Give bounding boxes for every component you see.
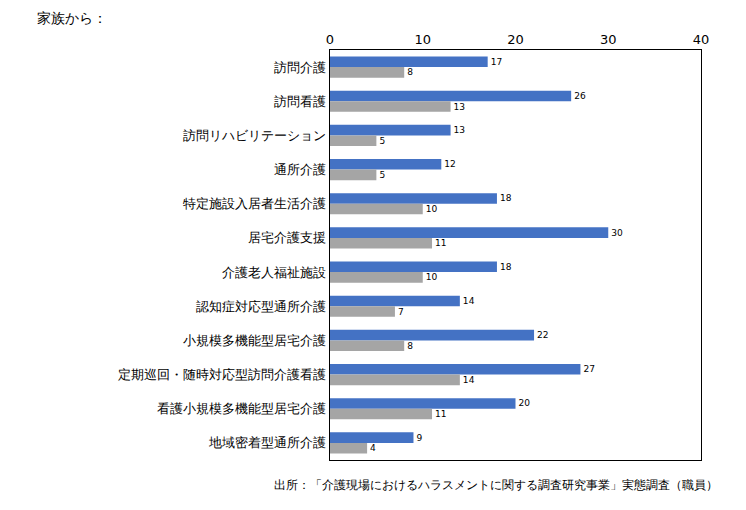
- svg-text:18: 18: [500, 262, 512, 272]
- svg-text:7: 7: [398, 307, 404, 317]
- svg-text:訪問介護: 訪問介護: [274, 60, 326, 75]
- svg-text:10: 10: [426, 204, 438, 214]
- svg-text:20: 20: [519, 398, 531, 408]
- svg-text:居宅介護支援: 居宅介護支援: [248, 230, 326, 245]
- svg-text:27: 27: [583, 364, 595, 374]
- svg-text:10: 10: [426, 272, 438, 282]
- svg-text:地域密着型通所介護: 地域密着型通所介護: [208, 435, 326, 450]
- svg-text:0: 0: [326, 32, 334, 47]
- svg-text:40: 40: [693, 32, 710, 47]
- svg-text:認知症対応型通所介護: 認知症対応型通所介護: [196, 299, 326, 314]
- svg-text:30: 30: [600, 32, 617, 47]
- svg-text:22: 22: [537, 330, 549, 340]
- svg-text:5: 5: [379, 136, 385, 146]
- svg-text:8: 8: [407, 67, 413, 77]
- svg-text:17: 17: [491, 57, 503, 67]
- svg-text:8: 8: [407, 341, 413, 351]
- svg-text:定期巡回・随時対応型訪問介護看護: 定期巡回・随時対応型訪問介護看護: [118, 367, 326, 382]
- svg-text:10: 10: [414, 32, 431, 47]
- svg-text:13: 13: [454, 102, 466, 112]
- svg-text:5: 5: [379, 170, 385, 180]
- svg-text:4: 4: [370, 443, 376, 453]
- svg-text:家族から：: 家族から：: [37, 10, 107, 26]
- svg-text:11: 11: [435, 238, 447, 248]
- svg-text:9: 9: [416, 433, 422, 443]
- svg-text:看護小規模多機能型居宅介護: 看護小規模多機能型居宅介護: [157, 401, 326, 416]
- svg-text:出所：「介護現場におけるハラスメントに関する調査研究事業」実: 出所：「介護現場におけるハラスメントに関する調査研究事業」実態調査（職員）: [274, 478, 718, 492]
- svg-text:20: 20: [507, 32, 524, 47]
- svg-text:特定施設入居者生活介護: 特定施設入居者生活介護: [183, 196, 326, 211]
- svg-text:14: 14: [463, 375, 475, 385]
- svg-text:通所介護: 通所介護: [274, 162, 326, 177]
- svg-text:26: 26: [574, 91, 586, 101]
- svg-text:14: 14: [463, 296, 475, 306]
- svg-text:18: 18: [500, 193, 512, 203]
- svg-text:訪問リハビリテーション: 訪問リハビリテーション: [183, 128, 326, 143]
- svg-text:12: 12: [444, 159, 456, 169]
- svg-text:訪問看護: 訪問看護: [274, 94, 326, 109]
- svg-text:30: 30: [611, 228, 623, 238]
- svg-text:13: 13: [454, 125, 466, 135]
- svg-text:小規模多機能型居宅介護: 小規模多機能型居宅介護: [183, 333, 326, 348]
- svg-text:介護老人福祉施設: 介護老人福祉施設: [222, 265, 326, 280]
- svg-text:11: 11: [435, 409, 447, 419]
